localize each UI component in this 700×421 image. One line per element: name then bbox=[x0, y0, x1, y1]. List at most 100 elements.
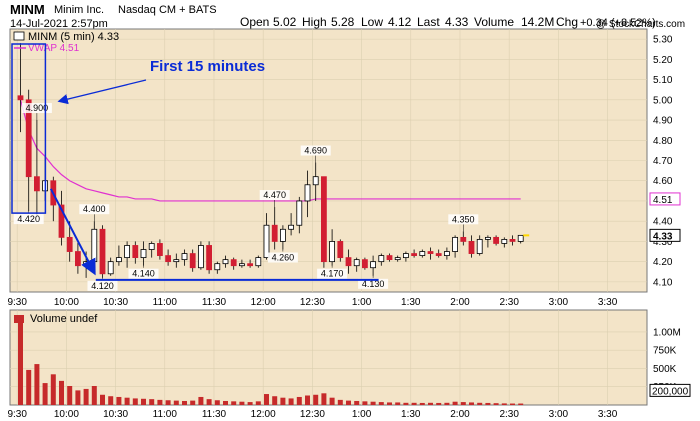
candle-body bbox=[361, 259, 368, 269]
candle bbox=[419, 249, 426, 258]
candle-body bbox=[345, 257, 352, 267]
vwap-tag-value: 4.51 bbox=[653, 195, 673, 206]
volume-bar bbox=[124, 397, 130, 405]
volume-bar bbox=[329, 397, 335, 405]
volume-x-tick-label: 10:30 bbox=[103, 409, 128, 420]
candle bbox=[116, 245, 122, 266]
volume-bar bbox=[469, 402, 474, 405]
candle-body bbox=[156, 243, 163, 256]
data-label-text: 4.120 bbox=[91, 281, 114, 291]
candle bbox=[279, 225, 286, 250]
candle-body bbox=[452, 236, 459, 252]
volume-x-axis: 9:30 10:00 10:30 11:00 11:30 12:00 12:30 1:00 1:… bbox=[7, 409, 617, 420]
candle-body bbox=[124, 245, 130, 259]
candle-body bbox=[493, 236, 500, 244]
data-label-bg bbox=[128, 268, 159, 279]
last-tag-value: 4.33 bbox=[653, 231, 673, 242]
volume-label: Volume bbox=[474, 15, 514, 29]
candle bbox=[107, 257, 114, 276]
candle-body bbox=[25, 99, 32, 178]
price-y-tick-label: 4.20 bbox=[653, 257, 673, 268]
volume-bar bbox=[231, 401, 237, 405]
data-label-bg bbox=[21, 103, 52, 114]
data-label-bg bbox=[317, 268, 348, 279]
candle-body bbox=[386, 255, 393, 261]
volume-bar bbox=[411, 402, 417, 405]
change-label: Chg bbox=[556, 15, 578, 29]
volume-x-tick-label: 9:30 bbox=[7, 409, 27, 420]
volume-bar bbox=[18, 317, 23, 405]
volume-bar bbox=[264, 394, 269, 405]
candle-body bbox=[255, 257, 262, 267]
volume-bar bbox=[83, 388, 89, 405]
volume-bar bbox=[141, 398, 146, 405]
volume-bar bbox=[403, 402, 409, 405]
price-gridlines bbox=[10, 29, 647, 292]
candle-body bbox=[181, 253, 188, 261]
price-y-tick-label: 4.40 bbox=[653, 217, 673, 228]
volume-x-tick-label: 3:00 bbox=[549, 409, 569, 420]
legend-vwap: VWAP 4.51 bbox=[28, 43, 80, 54]
data-label-bg bbox=[79, 204, 110, 215]
vwap-tag-box bbox=[649, 192, 681, 206]
candle bbox=[378, 253, 385, 266]
volume-bar bbox=[214, 400, 220, 405]
candle-body bbox=[34, 176, 40, 192]
volume-x-tick-label: 12:00 bbox=[251, 409, 276, 420]
candle bbox=[247, 259, 254, 268]
volume-tag-value: 200,000 bbox=[652, 386, 689, 397]
candle-body bbox=[329, 241, 336, 263]
volume-value: 14.2M bbox=[521, 15, 554, 29]
volume-y-tick-label: 1.00M bbox=[653, 327, 681, 338]
volume-legend: Volume undef bbox=[30, 313, 98, 325]
price-x-axis: 9:30 10:00 10:30 11:00 11:30 12:00 12:30 1:00 1:… bbox=[7, 297, 617, 308]
price-x-tick-label: 10:00 bbox=[54, 297, 79, 308]
data-label-bg bbox=[267, 252, 298, 263]
candle bbox=[304, 170, 311, 218]
candle bbox=[493, 235, 500, 246]
change-value: +0.34 (+8.52%) bbox=[580, 17, 656, 29]
candle bbox=[370, 255, 377, 276]
candle bbox=[189, 249, 196, 272]
candle-body bbox=[460, 236, 467, 242]
volume-bar bbox=[223, 400, 228, 405]
volume-bar bbox=[485, 402, 491, 405]
low-label: Low bbox=[361, 15, 383, 29]
low-value: 4.12 bbox=[388, 15, 412, 29]
candle bbox=[17, 43, 24, 133]
volume-last-tag: 200,000 bbox=[649, 383, 691, 397]
candle bbox=[263, 213, 270, 260]
volume-x-tick-label: 2:30 bbox=[499, 409, 519, 420]
volume-bars bbox=[18, 317, 524, 405]
candle bbox=[148, 241, 155, 258]
data-label-text: 4.420 bbox=[17, 214, 40, 224]
data-label-text: 4.900 bbox=[26, 103, 49, 113]
volume-bar bbox=[26, 369, 32, 405]
data-label-text: 4.260 bbox=[272, 253, 295, 263]
data-label-text: 4.130 bbox=[362, 279, 385, 289]
downtrend-arrow bbox=[49, 188, 96, 276]
data-label-text: 4.690 bbox=[304, 146, 327, 156]
candle-body bbox=[427, 251, 434, 254]
price-data-label: 4.130 bbox=[358, 275, 389, 289]
candle bbox=[435, 249, 442, 258]
volume-bar bbox=[313, 394, 319, 405]
candle-body bbox=[296, 200, 303, 226]
candle bbox=[411, 249, 418, 258]
data-label-bg bbox=[448, 214, 479, 225]
volume-x-tick-label: 2:00 bbox=[450, 409, 470, 420]
candle-body bbox=[230, 259, 237, 267]
volume-bar bbox=[255, 401, 261, 405]
candle-body bbox=[411, 253, 418, 256]
volume-bar bbox=[206, 399, 212, 405]
price-x-tick-label: 10:30 bbox=[103, 297, 128, 308]
candle bbox=[296, 196, 303, 234]
candle-body bbox=[238, 263, 245, 267]
candle bbox=[66, 221, 73, 262]
volume-bar bbox=[387, 402, 392, 405]
price-x-tick-label: 3:00 bbox=[549, 297, 569, 308]
candle bbox=[271, 207, 278, 250]
exchange: Nasdaq CM + BATS bbox=[118, 4, 217, 16]
